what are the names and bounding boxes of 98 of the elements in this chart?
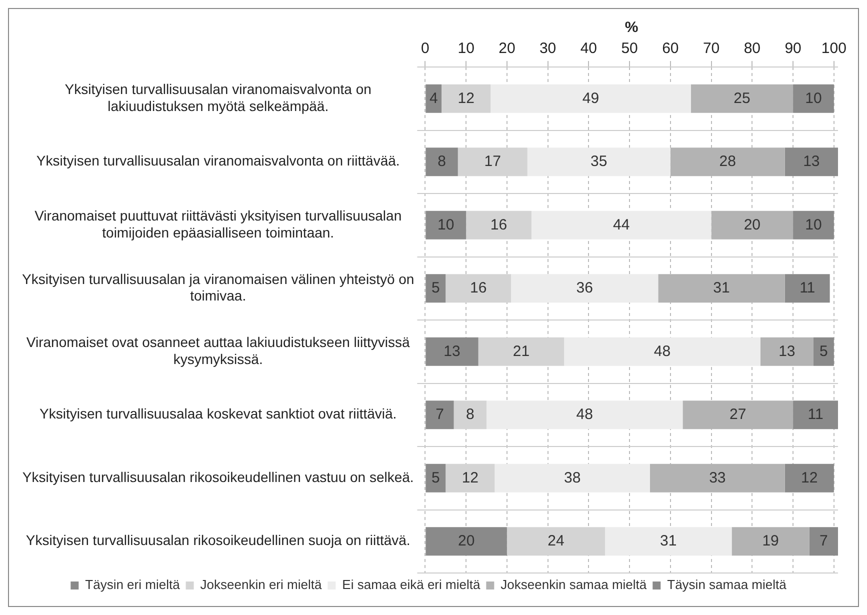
- data-label: 35: [590, 153, 608, 170]
- legend-label: Jokseenkin samaa mieltä: [500, 577, 648, 592]
- data-label: 36: [576, 280, 593, 297]
- data-label: 16: [490, 216, 508, 234]
- x-tick-label: 80: [744, 40, 761, 58]
- data-label: 16: [470, 280, 487, 297]
- y-tick-label: Viranomaiset ovat osanneet auttaa lakiuudistukseen liittyvissä kysymyksissä.: [26, 334, 410, 367]
- x-tick-label: 0: [421, 40, 430, 58]
- data-label: 19: [762, 532, 779, 550]
- bar: [784, 274, 830, 303]
- data-label: 4: [429, 90, 438, 107]
- bar: [446, 464, 495, 492]
- data-label: 7: [436, 406, 444, 424]
- data-label: 20: [744, 216, 761, 234]
- x-tick-label: 20: [498, 40, 516, 58]
- x-tick-label: 50: [621, 40, 638, 58]
- bar: [446, 274, 512, 303]
- bar: [426, 464, 446, 492]
- x-tick-label: 30: [539, 40, 556, 58]
- data-label: 38: [564, 469, 581, 486]
- data-label: 33: [709, 469, 726, 486]
- bar: [793, 400, 838, 430]
- bar: [531, 210, 712, 240]
- x-tick-label: 60: [662, 40, 679, 58]
- data-label: 49: [582, 90, 600, 107]
- bar: [813, 337, 834, 366]
- bar: [426, 274, 446, 303]
- data-label: 12: [801, 469, 818, 486]
- bar: [458, 148, 528, 176]
- bar: [426, 337, 478, 366]
- bar: [564, 337, 760, 366]
- data-label: 27: [730, 406, 746, 424]
- data-label: 20: [458, 532, 475, 550]
- data-label: 8: [438, 153, 446, 170]
- y-tick-label: Yksityisen turvallisuusalan rikosoikeudellinen vastuu on selkeä.: [22, 468, 414, 485]
- data-label: 24: [548, 532, 564, 550]
- bar: [494, 464, 650, 492]
- bar: [527, 148, 670, 176]
- bar: [793, 84, 834, 113]
- bar: [793, 210, 834, 240]
- data-label: 28: [719, 153, 736, 170]
- y-tick-label: Yksityisen turvallisuusalan rikosoikeudellinen suoja on riittävä.: [26, 532, 410, 548]
- data-label: 5: [431, 469, 440, 486]
- y-tick-label: Yksityisen turvallisuusalan viranomaisvalvonta on lakiuudistuksen myötä selkeämpää.: [64, 81, 372, 114]
- bar: [486, 400, 683, 430]
- x-tick-label: 10: [458, 40, 474, 58]
- data-label: 48: [654, 342, 671, 360]
- bar: [605, 527, 732, 556]
- x-tick-label: 100: [821, 40, 846, 58]
- legend-label: Ei samaa eikä eri mieltä: [342, 577, 481, 592]
- data-label: 48: [576, 406, 593, 424]
- y-tick-label: Yksityisen turvallisuusalan ja viranomaisen välinen yhteistyö on toimivaa.: [22, 270, 414, 304]
- bar: [784, 148, 838, 176]
- data-label: 13: [778, 342, 796, 360]
- bar: [426, 527, 507, 556]
- bar: [511, 274, 658, 303]
- legend-label: Täysin samaa mieltä: [667, 577, 788, 592]
- y-tick-label: Yksityisen turvallisuusalaa koskevat sanktiot ovat riittäviä.: [40, 406, 397, 422]
- x-tick-label: 70: [702, 40, 720, 58]
- x-tick-label: 90: [784, 40, 802, 58]
- bar: [690, 84, 794, 113]
- data-label: 13: [803, 153, 820, 170]
- bar: [490, 84, 691, 113]
- data-label: 7: [820, 532, 828, 550]
- data-label: 12: [462, 469, 478, 486]
- data-label: 8: [466, 406, 474, 424]
- bar: [454, 400, 487, 430]
- bar: [426, 400, 454, 430]
- x-axis-title: %: [624, 19, 638, 36]
- data-label: 5: [820, 342, 828, 360]
- x-tick-label: 40: [580, 40, 598, 58]
- data-label: 10: [805, 216, 822, 234]
- bar: [426, 148, 458, 176]
- bar: [426, 84, 442, 113]
- data-label: 11: [808, 406, 824, 424]
- bar: [784, 464, 834, 492]
- bar: [426, 210, 466, 240]
- data-label: 12: [458, 90, 474, 107]
- data-label: 10: [438, 216, 454, 234]
- bar: [506, 527, 606, 556]
- bar: [809, 527, 838, 556]
- data-label: 31: [660, 532, 677, 550]
- data-label: 21: [512, 342, 530, 360]
- legend-label: Jokseenkin eri mieltä: [200, 577, 322, 592]
- data-label: 44: [613, 216, 630, 234]
- legend-label: Täysin eri mieltä: [85, 577, 181, 592]
- data-label: 11: [800, 280, 816, 297]
- data-label: 10: [805, 90, 822, 107]
- y-tick-label: Viranomaiset puuttuvat riittävästi yksityisen turvallisuusalan toimijoiden epäasialliseen toimintaan.: [34, 208, 402, 240]
- y-tick-label: Yksityisen turvallisuusalan viranomaisvalvonta on riittävää.: [36, 152, 400, 169]
- data-label: 25: [734, 90, 750, 107]
- data-label: 31: [713, 280, 730, 297]
- data-label: 5: [431, 280, 440, 297]
- bar: [466, 210, 532, 240]
- bar: [478, 337, 564, 366]
- data-label: 13: [444, 342, 460, 360]
- data-label: 17: [484, 153, 501, 170]
- bar: [442, 84, 491, 113]
